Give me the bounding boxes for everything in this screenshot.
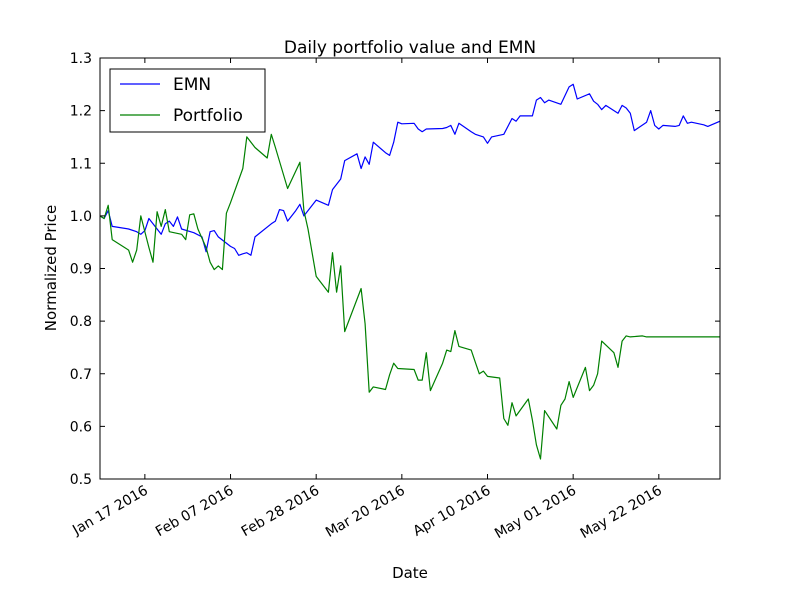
y-tick-label: 0.7 (70, 367, 92, 383)
x-axis-label: Date (392, 564, 428, 582)
series-line-portfolio (100, 133, 720, 460)
y-tick-label: 0.6 (70, 419, 92, 435)
y-tick-label: 0.8 (70, 314, 92, 330)
legend-box (109, 68, 266, 133)
y-tick-label: 1.0 (70, 209, 92, 225)
y-tick-label: 0.5 (70, 472, 92, 488)
series-layer (100, 83, 720, 460)
y-tick-label: 0.9 (70, 262, 92, 278)
legend-label-portfolio: Portfolio (173, 106, 243, 126)
y-axis-label: Normalized Price (42, 205, 60, 331)
legend: EMN Portfolio (109, 68, 266, 133)
chart-title: Daily portfolio value and EMN (284, 38, 536, 58)
y-tick-label: 1.2 (70, 104, 92, 120)
legend-label-emn: EMN (173, 75, 211, 95)
y-tick-label: 1.1 (70, 156, 92, 172)
y-tick-label: 1.3 (70, 51, 92, 67)
y-axis: 0.5 0.6 0.7 0.8 0.9 1.0 1.1 1.2 1.3 (70, 51, 720, 488)
series-line-emn (100, 83, 720, 256)
